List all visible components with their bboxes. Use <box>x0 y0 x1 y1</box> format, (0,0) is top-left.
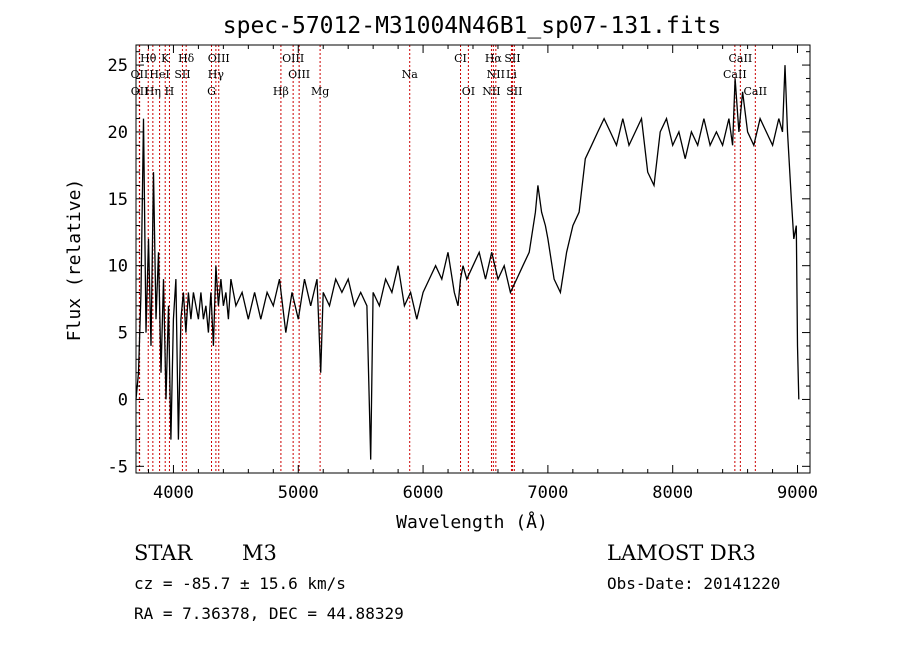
line-marker-label-26: SII <box>506 85 522 98</box>
x-tick-label-6000: 6000 <box>403 483 444 503</box>
line-marker-label-2: Hδ <box>178 52 195 65</box>
line-marker-label-15: NII <box>487 68 505 81</box>
line-marker-label-6: Hα <box>485 52 503 65</box>
line-marker-label-22: Hβ <box>273 85 289 98</box>
x-axis-label: Wavelength (Å) <box>396 511 548 533</box>
x-tick-label-5000: 5000 <box>278 483 319 503</box>
line-marker-label-10: HeI <box>149 68 169 81</box>
line-marker-label-20: H <box>165 85 175 98</box>
y-tick-label-20: 20 <box>108 123 128 143</box>
line-marker-label-4: OIII <box>282 52 304 65</box>
y-tick-label-5: 5 <box>118 324 128 344</box>
line-marker-label-12: Hγ <box>208 68 225 81</box>
plot-frame <box>135 44 811 474</box>
redshift-cz: cz = -85.7 ± 15.6 km/s <box>134 574 346 593</box>
line-marker-label-1: K <box>161 52 170 65</box>
x-axis-ticks: 4000 5000 6000 7000 8000 9000 <box>147 45 818 503</box>
line-markers <box>138 45 756 473</box>
x-tick-label-4000: 4000 <box>153 483 194 503</box>
line-marker-label-11: SII <box>174 68 190 81</box>
y-tick-label-25: 25 <box>108 56 128 76</box>
ra-dec: RA = 7.36378, DEC = 44.88329 <box>134 604 404 623</box>
object-class: STAR <box>134 541 193 565</box>
object-subclass: M3 <box>242 541 277 565</box>
y-tick-label--5: -5 <box>108 457 128 477</box>
line-marker-label-3: OIII <box>208 52 230 65</box>
line-marker-label-24: OI <box>462 85 475 98</box>
x-tick-label-7000: 7000 <box>527 483 568 503</box>
x-tick-label-9000: 9000 <box>777 483 818 503</box>
x-tick-label-8000: 8000 <box>652 483 693 503</box>
y-tick-label-10: 10 <box>108 257 128 277</box>
y-axis-label: Flux (relative) <box>64 179 85 342</box>
line-marker-label-16: Li <box>506 68 517 81</box>
line-marker-label-9: OII <box>131 68 149 81</box>
survey-name: LAMOST DR3 <box>607 541 756 565</box>
observation-date: Obs-Date: 20141220 <box>607 574 780 593</box>
y-tick-label-15: 15 <box>108 190 128 210</box>
line-marker-label-5: CI <box>454 52 467 65</box>
line-marker-label-7: SII <box>504 52 520 65</box>
line-marker-label-21: G <box>207 85 216 98</box>
line-marker-label-19: Hη <box>145 85 161 98</box>
y-axis-ticks: -5 0 5 10 15 20 25 <box>108 51 810 477</box>
line-marker-label-0: Hθ <box>140 52 157 65</box>
line-marker-label-14: Na <box>402 68 419 81</box>
line-marker-label-23: Mg <box>311 85 329 98</box>
line-marker-label-13: OIII <box>288 68 310 81</box>
line-marker-label-25: NII <box>482 85 500 98</box>
chart-title: spec-57012-M31004N46B1_sp07-131.fits <box>223 13 722 39</box>
line-marker-label-8: CaII <box>729 52 753 65</box>
line-marker-label-27: CaII <box>743 85 767 98</box>
y-tick-label-0: 0 <box>118 390 128 410</box>
spectrum-line <box>135 65 800 460</box>
line-marker-label-17: CaII <box>723 68 747 81</box>
